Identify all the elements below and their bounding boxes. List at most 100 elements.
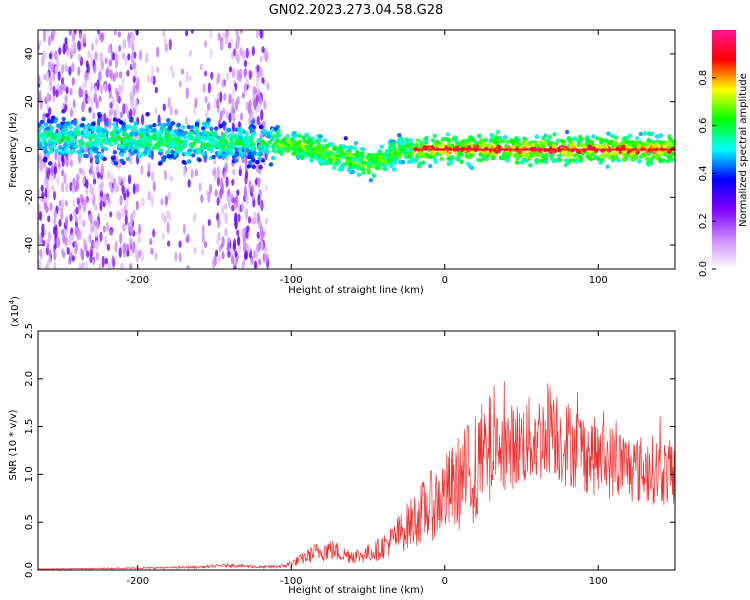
heat-cell (183, 151, 188, 156)
heat-cell (338, 154, 343, 159)
heat-cell (53, 243, 57, 250)
heat-cell (41, 228, 45, 239)
heat-cell (167, 240, 171, 247)
heat-cell (139, 143, 144, 149)
heat-cell (161, 232, 165, 241)
heat-cell (544, 148, 547, 151)
heat-cell (241, 201, 245, 213)
heat-cell (323, 151, 327, 155)
heat-cell (606, 131, 611, 136)
heat-cell (52, 30, 56, 36)
heat-cell (241, 228, 245, 239)
heat-cell (201, 248, 205, 256)
heat-cell (155, 141, 160, 146)
snr-scale-close: ) (10, 296, 21, 300)
heat-cell (62, 83, 66, 92)
heat-cell (491, 148, 494, 151)
heat-cell (78, 263, 82, 269)
heat-cell (104, 235, 108, 248)
heat-cell (56, 174, 60, 186)
heat-cell (291, 131, 296, 136)
heat-cell (316, 143, 322, 148)
heat-cell (134, 98, 139, 110)
heat-cell (595, 148, 598, 151)
heat-cell (174, 108, 178, 116)
heat-cell (186, 124, 192, 130)
heat-cell (68, 30, 72, 36)
heat-cell (620, 148, 623, 151)
heat-cell (568, 151, 573, 156)
heat-cell (575, 155, 580, 160)
heat-cell (262, 128, 267, 134)
heat-cell (498, 155, 504, 161)
heat-cell (459, 148, 462, 151)
heat-cell (48, 161, 53, 166)
heat-cell (647, 159, 653, 165)
heat-cell (149, 136, 154, 141)
heat-cell (124, 209, 128, 216)
heat-cell (438, 148, 441, 151)
heat-cell (552, 132, 557, 137)
heat-cell (489, 133, 495, 138)
heat-cell (186, 135, 191, 141)
heat-cell (489, 148, 492, 151)
heat-cell (119, 71, 123, 79)
heat-cell (125, 198, 129, 208)
heat-cell (68, 256, 72, 265)
heat-cell (75, 206, 79, 215)
heat-cell (324, 144, 330, 149)
heat-cell (628, 141, 633, 146)
heat-cell (149, 247, 153, 254)
heat-cell (84, 244, 88, 253)
spectrogram-ylabel: Frequency (Hz) (8, 112, 19, 188)
heat-cell (420, 160, 426, 165)
heat-cell (162, 123, 167, 128)
heat-cell (490, 155, 496, 161)
heat-cell (49, 149, 54, 154)
heat-cell (166, 154, 171, 159)
heat-cell (645, 148, 648, 151)
heat-cell (166, 144, 172, 150)
heat-cell (186, 264, 190, 269)
heat-cell (366, 162, 370, 166)
x-tick-label: 0 (442, 576, 448, 587)
heat-cell (551, 144, 556, 149)
heat-cell (631, 148, 635, 151)
heat-cell (45, 70, 50, 83)
heat-cell (194, 122, 200, 127)
spectrogram-heatmap (38, 30, 675, 269)
heat-cell (224, 162, 228, 173)
heat-cell (271, 148, 276, 153)
heat-cell (221, 78, 225, 88)
heat-cell (121, 52, 126, 60)
heat-cell (324, 160, 329, 165)
heat-cell (310, 147, 315, 151)
heat-cell (237, 235, 241, 247)
heat-cell (119, 120, 124, 125)
heat-cell (169, 105, 173, 116)
heat-cell (359, 163, 364, 168)
heat-cell (657, 148, 660, 151)
heat-cell (230, 145, 235, 150)
heat-cell (213, 97, 217, 109)
heat-cell (588, 148, 591, 151)
heat-cell (226, 127, 232, 133)
heat-cell (538, 140, 543, 145)
heat-cell (44, 196, 48, 204)
heat-cell (558, 148, 561, 151)
heat-cell (419, 140, 424, 146)
heat-cell (551, 158, 557, 164)
heat-cell (208, 183, 213, 195)
heat-cell (133, 149, 138, 154)
heat-cell (53, 218, 57, 226)
heat-cell (658, 140, 663, 145)
heat-cell (424, 148, 427, 151)
heat-cell (253, 98, 257, 111)
heat-cell (479, 138, 484, 143)
heat-cell (316, 137, 322, 143)
heat-cell (651, 140, 656, 145)
heat-cell (128, 125, 133, 130)
heat-cell (519, 148, 522, 151)
heat-cell (78, 86, 82, 99)
